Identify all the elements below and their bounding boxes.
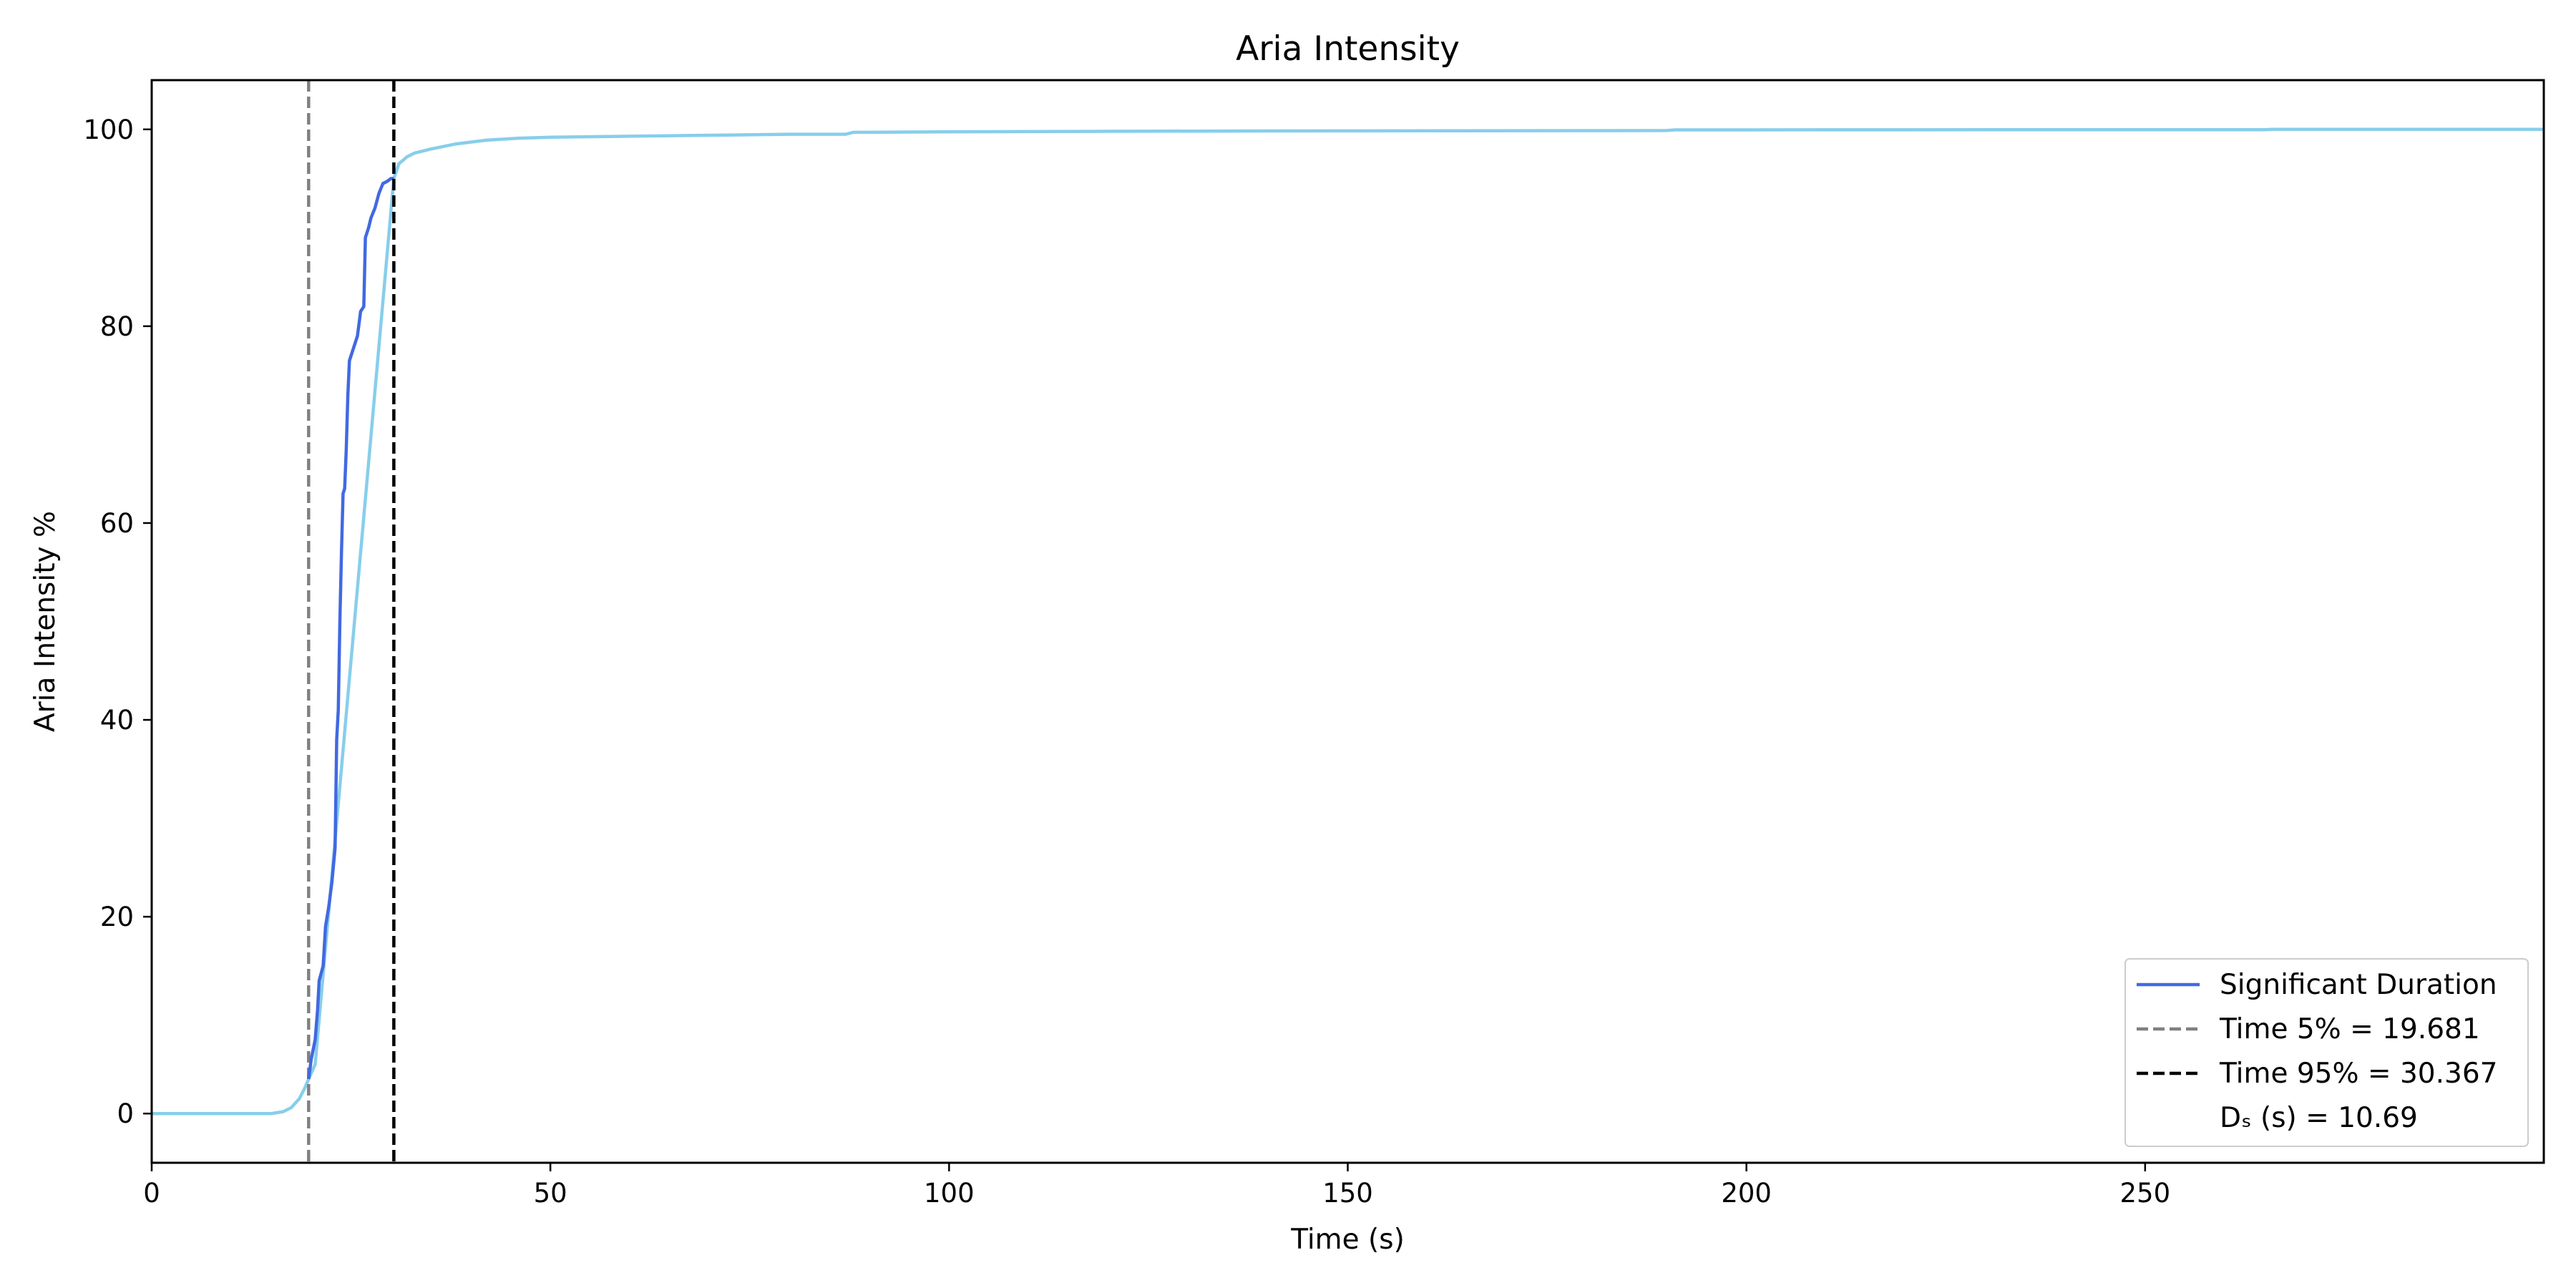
legend-label-ds: Dₛ (s) = 10.69 (2220, 1102, 2418, 1134)
y-tick-label: 20 (100, 902, 134, 932)
x-tick-label: 50 (534, 1178, 567, 1209)
legend-label-time-95: Time 95% = 30.367 (2219, 1058, 2497, 1090)
y-tick-label: 80 (100, 311, 134, 342)
y-tick-label: 100 (83, 114, 134, 145)
x-tick-label: 200 (1721, 1178, 1772, 1209)
x-axis: 0 50 100 150 200 250 (143, 1163, 2170, 1209)
y-tick-label: 0 (117, 1098, 134, 1129)
x-tick-label: 250 (2120, 1178, 2171, 1209)
significant-duration-line (307, 177, 394, 1080)
chart-title: Aria Intensity (1236, 29, 1460, 69)
x-tick-label: 150 (1322, 1178, 1373, 1209)
legend-box (2124, 958, 2529, 1147)
y-axis: 0 20 40 60 80 100 (83, 114, 152, 1129)
y-tick-label: 60 (100, 508, 134, 539)
y-tick-label: 40 (100, 705, 134, 736)
x-axis-label: Time (s) (1290, 1224, 1405, 1256)
legend-label-significant-duration: Significant Duration (2220, 969, 2497, 1001)
plot-area (152, 80, 2544, 1163)
x-tick-label: 0 (143, 1178, 160, 1209)
legend-label-time-5: Time 5% = 19.681 (2219, 1013, 2480, 1045)
y-axis-label: Aria Intensity % (29, 511, 62, 732)
x-tick-label: 100 (924, 1178, 975, 1209)
aria-intensity-full-line (152, 127, 2544, 1116)
legend: Significant Duration Time 5% = 19.681 Ti… (2124, 958, 2529, 1147)
